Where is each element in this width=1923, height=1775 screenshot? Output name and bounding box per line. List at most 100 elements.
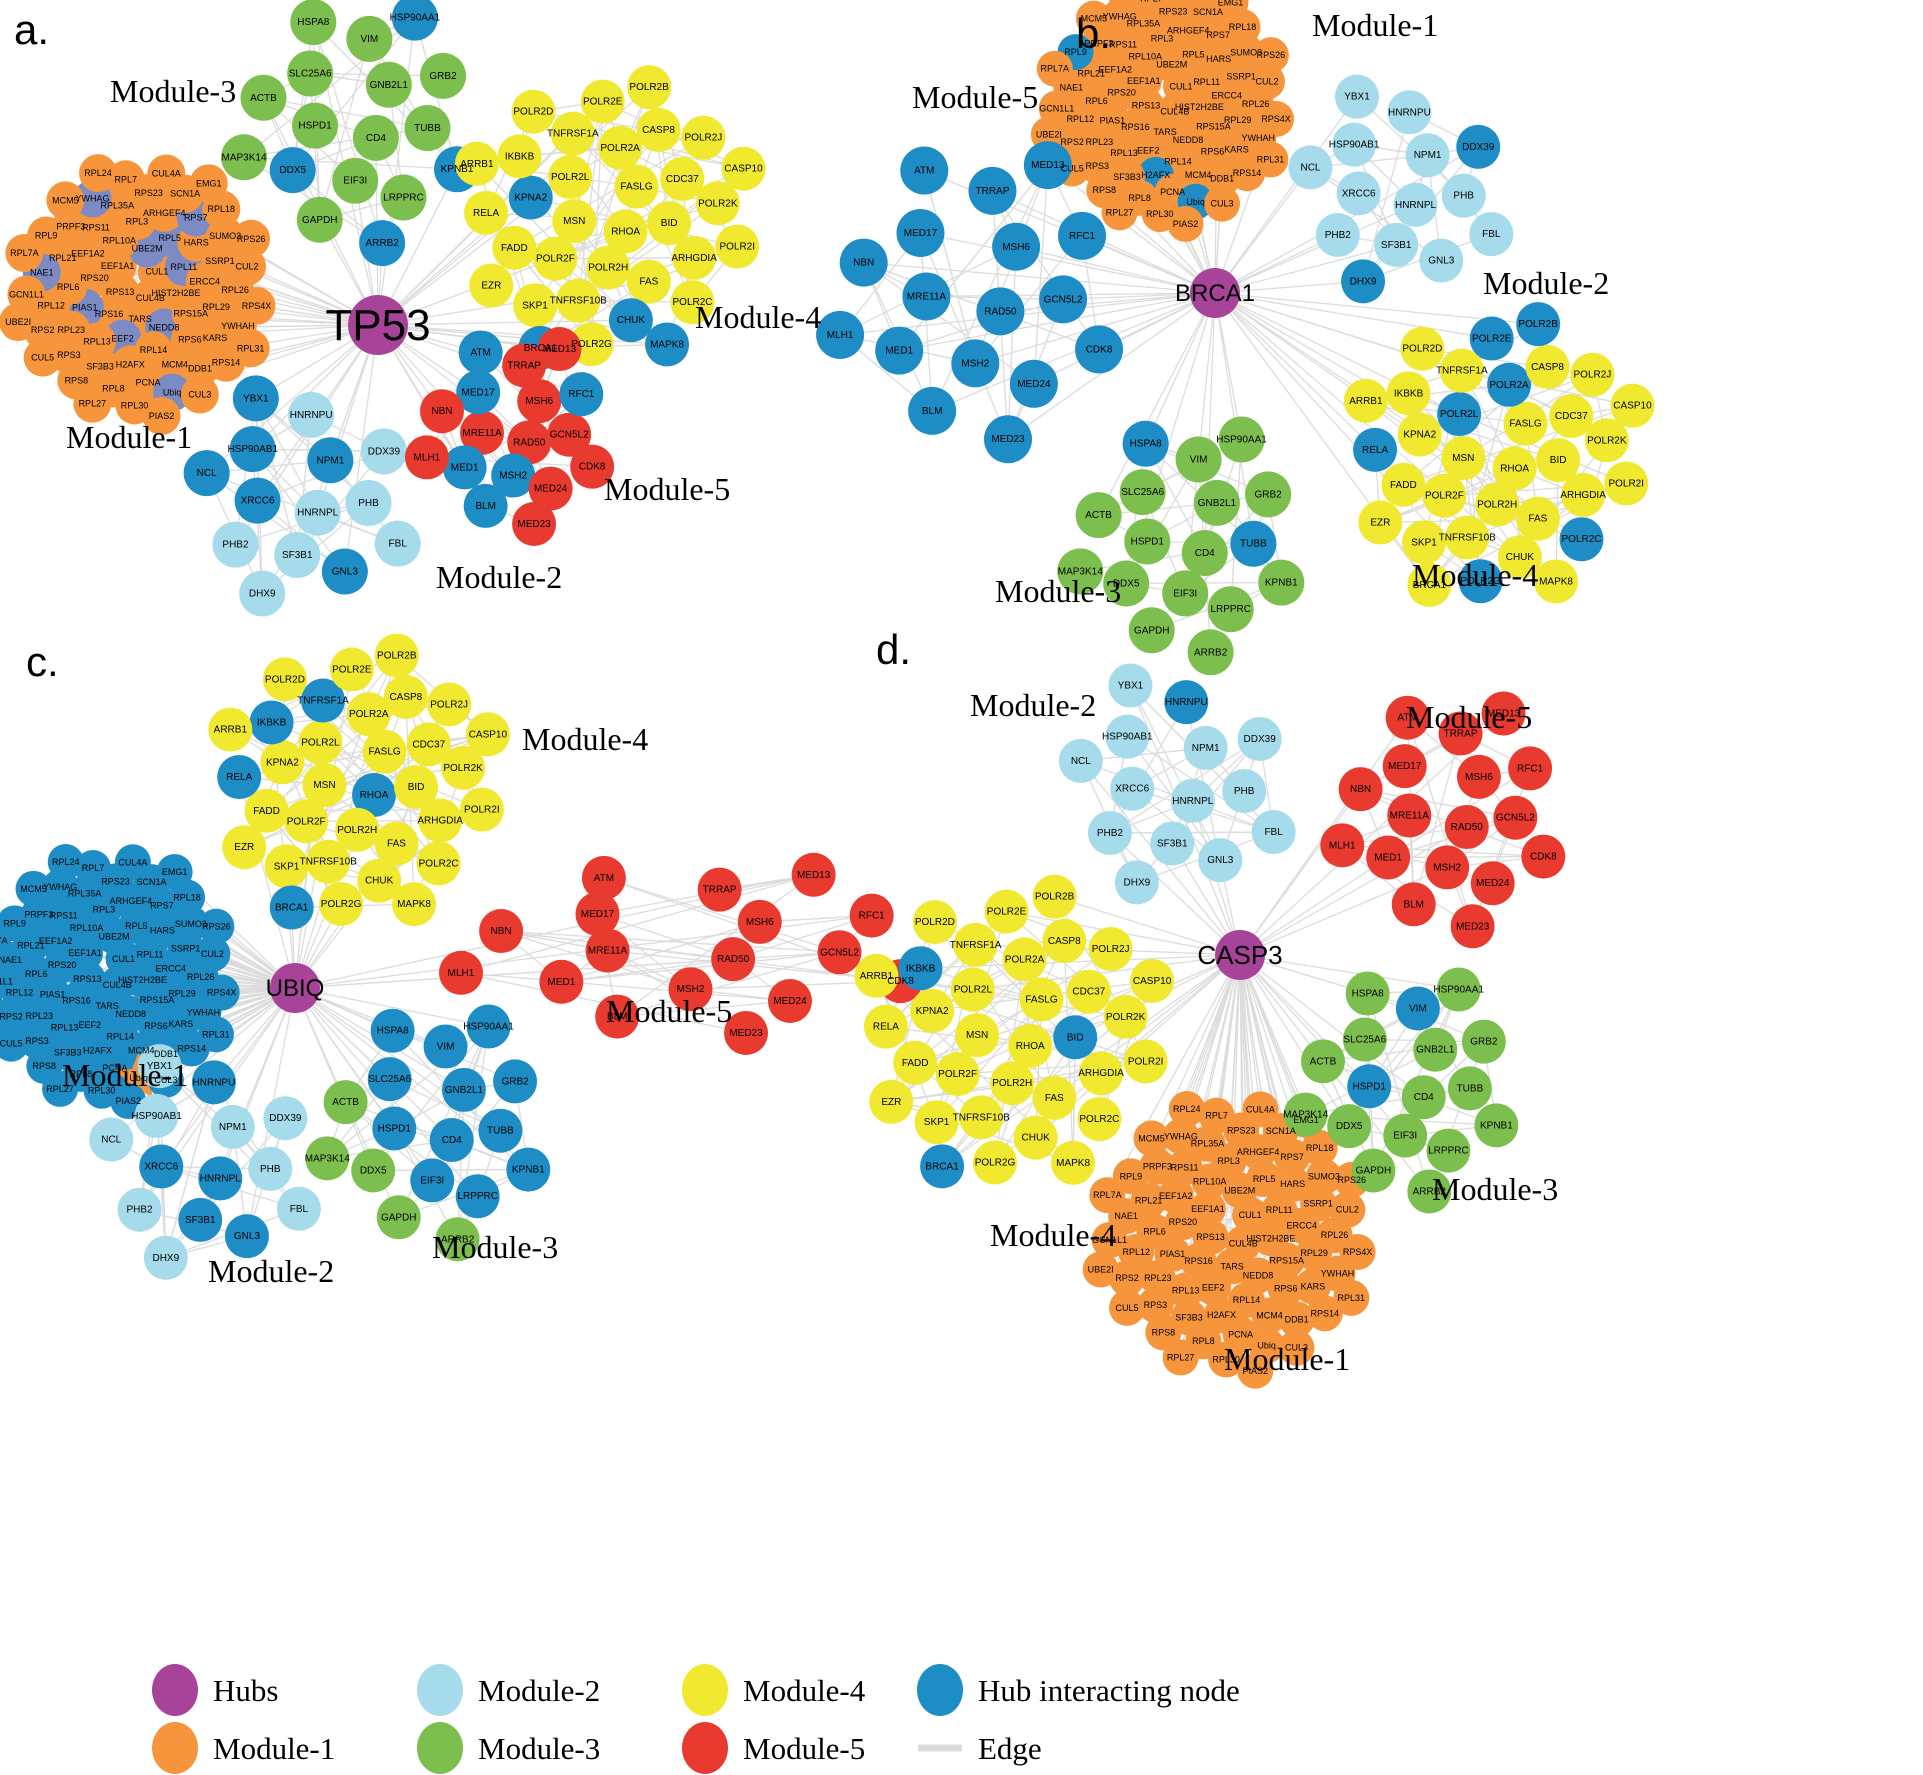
node-KPNA2[interactable] bbox=[508, 175, 553, 220]
node-DHX9[interactable] bbox=[1114, 860, 1159, 905]
node-GCN1L1[interactable] bbox=[1091, 1221, 1128, 1258]
node-NCL[interactable] bbox=[183, 450, 230, 497]
node-SF3B1[interactable] bbox=[178, 1197, 223, 1242]
node-CUL5[interactable] bbox=[0, 1025, 30, 1062]
node-GAPDH[interactable] bbox=[296, 196, 343, 243]
node-RPS26[interactable] bbox=[1252, 37, 1289, 74]
node-DDX5[interactable] bbox=[269, 147, 316, 194]
node-FBL[interactable] bbox=[1251, 810, 1296, 855]
node-MSN[interactable] bbox=[552, 199, 597, 244]
node-TNFRSF10B[interactable] bbox=[959, 1095, 1004, 1140]
node-MED1[interactable] bbox=[1366, 835, 1411, 880]
node-TUBB[interactable] bbox=[478, 1108, 523, 1153]
node-BLM[interactable] bbox=[1391, 882, 1436, 927]
node-TNFRSF10B[interactable] bbox=[1445, 515, 1490, 560]
node-POLR2E[interactable] bbox=[984, 889, 1029, 934]
node-RPL7[interactable] bbox=[1133, 0, 1170, 17]
node-GRB2[interactable] bbox=[1245, 471, 1292, 518]
node-MED1[interactable] bbox=[442, 445, 487, 490]
node-CUL4A[interactable] bbox=[147, 154, 186, 193]
node-DDX5[interactable] bbox=[1103, 560, 1150, 607]
node-CDK8[interactable] bbox=[1075, 325, 1124, 374]
node-GCN5L2[interactable] bbox=[1493, 795, 1538, 840]
node-POLR2L[interactable] bbox=[548, 155, 593, 200]
node-HSP90AB1[interactable] bbox=[134, 1093, 179, 1138]
node-ACTB[interactable] bbox=[1075, 492, 1122, 539]
node-SKP1[interactable] bbox=[1402, 520, 1447, 565]
node-MCM5[interactable] bbox=[1075, 0, 1112, 37]
node-HSPD1[interactable] bbox=[1347, 1064, 1392, 1109]
node-MAPK8[interactable] bbox=[1534, 559, 1579, 604]
node-MSH2[interactable] bbox=[1425, 845, 1470, 890]
node-DDB1[interactable] bbox=[1278, 1301, 1315, 1338]
node-CASP8[interactable] bbox=[383, 674, 428, 719]
node-POLR2L[interactable] bbox=[1437, 392, 1482, 437]
node-CUL3[interactable] bbox=[1203, 185, 1240, 222]
node-CASP10[interactable] bbox=[721, 146, 766, 191]
node-TNFRSF10B[interactable] bbox=[556, 278, 601, 323]
node-SLC25A6[interactable] bbox=[1119, 469, 1166, 516]
node-MAPK8[interactable] bbox=[392, 882, 437, 927]
node-MAP3K14[interactable] bbox=[1283, 1092, 1328, 1137]
node-TRRAP[interactable] bbox=[502, 343, 547, 388]
node-YBX1[interactable] bbox=[1108, 663, 1153, 708]
node-EIF3I[interactable] bbox=[1162, 570, 1209, 617]
node-MAP3K14[interactable] bbox=[221, 134, 268, 181]
node-HSPA8[interactable] bbox=[370, 1008, 415, 1053]
node-MSH2[interactable] bbox=[951, 339, 1000, 388]
node-RFC1[interactable] bbox=[849, 893, 894, 938]
node-MCM5[interactable] bbox=[46, 181, 85, 220]
node-HSP90AA1[interactable] bbox=[1436, 967, 1481, 1012]
node-HSPA8[interactable] bbox=[1345, 971, 1390, 1016]
node-KPNB1[interactable] bbox=[1258, 559, 1305, 606]
node-RPL27[interactable] bbox=[42, 1070, 79, 1107]
node-RPS2[interactable] bbox=[0, 998, 30, 1035]
node-RPL31[interactable] bbox=[1252, 141, 1289, 178]
node-CUL4A[interactable] bbox=[1172, 0, 1208, 11]
node-RPL27[interactable] bbox=[1162, 1339, 1199, 1376]
node-RAD50[interactable] bbox=[711, 937, 756, 982]
node-NBN[interactable] bbox=[839, 238, 888, 287]
node-VIM[interactable] bbox=[423, 1024, 468, 1069]
node-FAS[interactable] bbox=[374, 821, 419, 866]
node-SF3B1[interactable] bbox=[274, 531, 321, 578]
node-SLC25A6[interactable] bbox=[1342, 1017, 1387, 1062]
node-KPNA2[interactable] bbox=[910, 988, 955, 1033]
node-VIM[interactable] bbox=[346, 15, 393, 62]
node-MLH1[interactable] bbox=[438, 950, 483, 995]
node-MED13[interactable] bbox=[1023, 141, 1072, 190]
node-DDX5[interactable] bbox=[1327, 1104, 1372, 1149]
node-FADD[interactable] bbox=[1381, 462, 1426, 507]
node-MED24[interactable] bbox=[528, 466, 573, 511]
node-ARHGDIA[interactable] bbox=[1079, 1051, 1124, 1096]
node-RPS3[interactable] bbox=[1137, 1287, 1174, 1324]
node-TNFRSF1A[interactable] bbox=[550, 111, 595, 156]
node-NBN[interactable] bbox=[479, 909, 524, 954]
node-ARHGDIA[interactable] bbox=[418, 798, 463, 843]
node-MED13[interactable] bbox=[537, 327, 582, 372]
node-ARRB2[interactable] bbox=[1187, 629, 1234, 676]
node-HARS[interactable] bbox=[1274, 1165, 1311, 1202]
node-MED17[interactable] bbox=[456, 370, 501, 415]
node-ATM[interactable] bbox=[581, 855, 626, 900]
node-RPL24[interactable] bbox=[1107, 0, 1143, 11]
node-MED17[interactable] bbox=[575, 891, 620, 936]
node-CDC37[interactable] bbox=[660, 157, 705, 202]
node-MAP3K14[interactable] bbox=[1057, 548, 1104, 595]
node-DHX9[interactable] bbox=[1341, 259, 1386, 304]
node-BID[interactable] bbox=[1053, 1015, 1098, 1060]
node-NBN[interactable] bbox=[1338, 767, 1383, 812]
node-HNRNPU[interactable] bbox=[288, 391, 335, 438]
node-MED17[interactable] bbox=[1382, 744, 1427, 789]
node-GCN5L2[interactable] bbox=[547, 412, 592, 457]
node-CUL2[interactable] bbox=[228, 247, 267, 286]
node-CD4[interactable] bbox=[1401, 1075, 1446, 1120]
node-POLR2C[interactable] bbox=[1077, 1097, 1122, 1142]
node-MLH1[interactable] bbox=[816, 310, 865, 359]
node-RELA[interactable] bbox=[217, 755, 262, 800]
node-RPS14[interactable] bbox=[1306, 1295, 1343, 1332]
node-SLC25A6[interactable] bbox=[287, 50, 334, 97]
node-HNRNPU[interactable] bbox=[1164, 680, 1209, 725]
node-TNFRSF10B[interactable] bbox=[306, 839, 351, 884]
node-MED17[interactable] bbox=[896, 208, 945, 257]
